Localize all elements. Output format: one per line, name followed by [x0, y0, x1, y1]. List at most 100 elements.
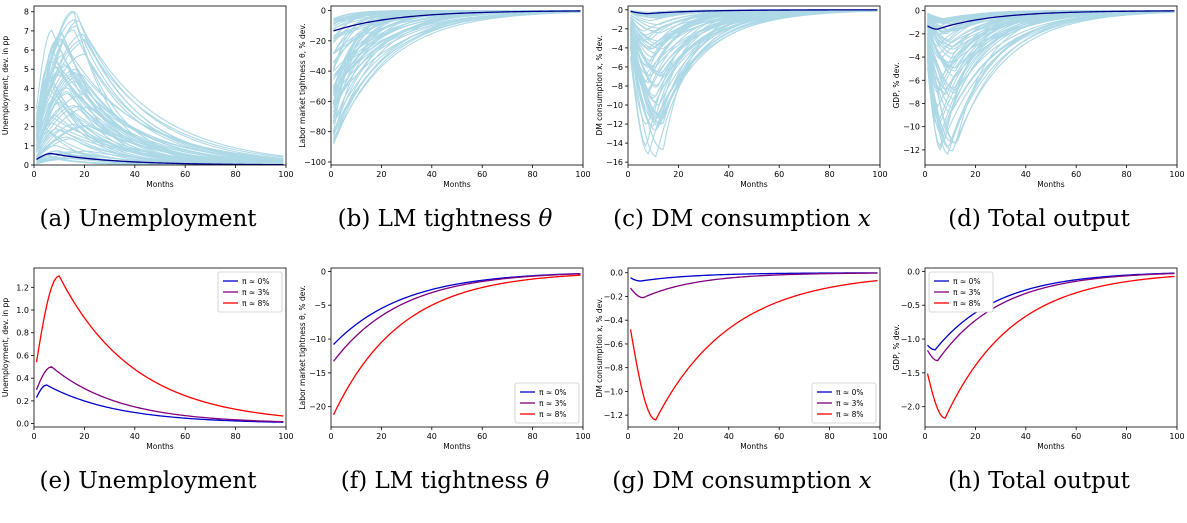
axes-frame [330, 5, 584, 166]
y-tick-label: 0.0 [16, 420, 29, 429]
legend-box [928, 271, 994, 313]
x-tick-label: 40 [427, 432, 437, 441]
x-axis-label: Months [443, 442, 471, 451]
x-axis-label: Months [1037, 442, 1065, 451]
simulated-path [926, 10, 1175, 91]
x-tick-label: 80 [1122, 432, 1132, 441]
series-line [926, 272, 1175, 362]
chart-lm-tightness-bands: 0 20 40 60 80 100 0 −20 −40 −60 −80 −100 Months Labor… [298, 5, 591, 189]
x-tick-label: 0 [328, 170, 333, 179]
x-tick-label: 60 [774, 170, 784, 179]
x-tick-label: 100 [1169, 432, 1184, 441]
x-tick-label: 80 [1122, 170, 1132, 179]
x-axis-label: Months [1037, 180, 1065, 189]
x-tick-label: 0 [31, 432, 36, 441]
y-tick-label: −6 [611, 63, 623, 72]
caption-b: (b) LM tightness θ [337, 206, 553, 232]
x-tick-label: 60 [774, 432, 784, 441]
y-tick-label: −40 [309, 67, 326, 76]
simulated-path [35, 25, 284, 165]
x-tick-label: 80 [825, 170, 835, 179]
x-tick-label: 60 [180, 432, 190, 441]
y-tick-label: −5 [314, 301, 326, 310]
y-tick-label: −0.2 [604, 292, 623, 301]
x-axis-label: Months [740, 442, 768, 451]
plot-area [629, 9, 878, 158]
x-tick-label: 20 [970, 432, 980, 441]
legend-label: π ≈ 0% [953, 277, 980, 286]
y-axis-label: Labor market tightness θ, % dev. [298, 285, 307, 409]
y-tick-label: −0.5 [901, 301, 920, 310]
series-line [630, 272, 878, 299]
simulated-path [333, 11, 581, 77]
y-tick-label: 2 [24, 123, 29, 132]
x-tick-label: 20 [673, 432, 683, 441]
x-tick-label: 0 [922, 170, 927, 179]
y-tick-label: −1.5 [901, 369, 920, 378]
axes-frame [330, 267, 584, 428]
legend-label: π ≈ 3% [539, 399, 566, 408]
legend-label: π ≈ 0% [539, 388, 566, 397]
x-tick-label: 20 [376, 170, 386, 179]
y-axis-label: Labor market tightness θ, % dev. [298, 23, 307, 147]
panel-b: 0 20 40 60 80 100 0 −20 −40 −60 −80 −100 Months Labor… [297, 0, 593, 261]
chart-dm-consumption-inflation: 0 20 40 60 80 100 0.0 −0.2 −0.4 −0.6 −0.8 −1.0 −1.2 M… [595, 267, 888, 451]
series-line [36, 152, 284, 165]
x-tick-label: 80 [825, 432, 835, 441]
y-tick-label: −4 [908, 53, 920, 62]
plot-area [35, 10, 284, 165]
x-tick-label: 60 [1071, 170, 1081, 179]
y-tick-label: −60 [309, 97, 326, 106]
x-tick-label: 100 [872, 170, 887, 179]
y-tick-label: 0.2 [16, 397, 29, 406]
series-line [630, 9, 878, 15]
y-tick-label: −10 [903, 123, 920, 132]
simulated-path [35, 10, 284, 160]
y-tick-label: −100 [304, 158, 326, 167]
y-tick-label: −20 [309, 37, 326, 46]
x-tick-label: 100 [278, 170, 293, 179]
y-tick-label: 0.6 [16, 351, 29, 360]
x-tick-label: 0 [922, 432, 927, 441]
simulated-path [35, 20, 284, 162]
y-tick-label: −20 [309, 403, 326, 412]
caption-d: (d) Total output [948, 206, 1130, 232]
y-tick-label: −10 [309, 335, 326, 344]
x-tick-label: 20 [376, 432, 386, 441]
x-tick-label: 20 [79, 170, 89, 179]
chart-unemployment-inflation: 0 20 40 60 80 100 0.0 0.2 0.4 0.6 0.8 1.0 1.2 Months U… [1, 267, 294, 451]
simulated-path [36, 124, 284, 163]
chart-gdp-inflation: 0 20 40 60 80 100 0.0 −0.5 −1.0 −1.5 −2.0 Months GDP… [892, 267, 1185, 451]
y-tick-label: −2 [611, 25, 623, 34]
simulated-path [36, 39, 284, 157]
y-tick-label: −16 [606, 158, 623, 167]
axes-frame [924, 267, 1178, 428]
series-line [926, 275, 1175, 420]
x-axis-label: Months [443, 180, 471, 189]
x-tick-label: 40 [130, 170, 140, 179]
legend-label: π ≈ 8% [242, 299, 269, 308]
y-tick-label: 0 [915, 7, 920, 16]
y-tick-label: −10 [606, 101, 623, 110]
series-line [332, 274, 581, 416]
panel-d: 0 20 40 60 80 100 0 −2 −4 −6 −8 −10 −12 Months GDP, % … [891, 0, 1187, 261]
y-tick-label: 5 [24, 65, 29, 74]
y-tick-label: 0 [618, 6, 623, 15]
plot-area [926, 10, 1175, 156]
y-axis-label: Unemployment, dev. in pp [1, 298, 10, 397]
x-tick-label: 60 [477, 432, 487, 441]
caption-g: (g) DM consumption x [612, 468, 872, 494]
x-tick-label: 40 [724, 432, 734, 441]
series-line [35, 275, 284, 417]
plot-area [629, 272, 878, 421]
panel-g: 0 20 40 60 80 100 0.0 −0.2 −0.4 −0.6 −0.8 −1.0 −1.2 M… [594, 262, 890, 523]
y-tick-label: 7 [24, 27, 29, 36]
y-tick-label: −0.6 [604, 340, 623, 349]
x-tick-label: 0 [625, 432, 630, 441]
chart-gdp-bands: 0 20 40 60 80 100 0 −2 −4 −6 −8 −10 −12 Months GDP, % … [892, 5, 1185, 189]
x-tick-label: 80 [231, 432, 241, 441]
y-tick-label: −1.2 [604, 411, 623, 420]
y-tick-label: −0.8 [604, 364, 623, 373]
panel-h: 0 20 40 60 80 100 0.0 −0.5 −1.0 −1.5 −2.0 Months GDP… [891, 262, 1187, 523]
simulated-path [333, 11, 581, 106]
